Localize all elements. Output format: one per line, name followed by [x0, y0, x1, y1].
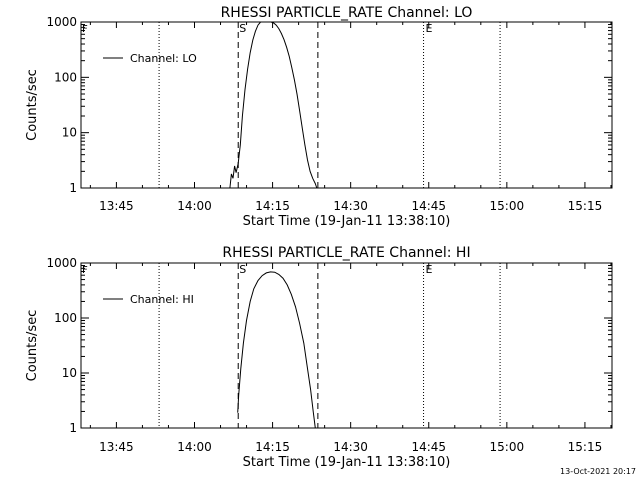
dashed-marker-label: S [239, 22, 246, 35]
x-tick-label: 14:00 [177, 440, 212, 454]
x-tick-label: 15:00 [490, 440, 525, 454]
legend-label: Channel: HI [130, 293, 194, 306]
corner-marker: F [82, 265, 88, 276]
legend-label: Channel: LO [130, 52, 197, 65]
plot-frame [80, 21, 613, 189]
y-tick-label: 10 [62, 126, 77, 140]
chart-panel-2: RHESSI PARTICLE_RATE Channel: HI 13:45 14:… [25, 245, 613, 470]
y-tick-label: 1000 [46, 256, 77, 270]
x-tick-label: 14:45 [411, 440, 446, 454]
x-tick-label: 15:15 [568, 199, 603, 213]
y-tick-label: 1 [69, 181, 77, 195]
y-tick-label: 100 [54, 70, 77, 84]
y-tick-label: 100 [54, 311, 77, 325]
x-tick-label: 13:45 [99, 440, 134, 454]
x-tick-label: 14:15 [255, 199, 290, 213]
dashed-marker-label: S [239, 263, 246, 276]
y-axis-label: Counts/sec [25, 310, 40, 382]
chart-panel-1: RHESSI PARTICLE_RATE Channel: LO 13:45 14:… [25, 5, 613, 229]
x-tick-label: 14:30 [333, 440, 368, 454]
x-tick-label: 14:45 [411, 199, 446, 213]
plot-panels: RHESSI PARTICLE_RATE Channel: LO 13:45 14:… [25, 5, 613, 470]
y-tick-label: 1000 [46, 15, 77, 29]
series-line [229, 21, 318, 189]
x-tick-label: 13:45 [99, 199, 134, 213]
series-line [237, 271, 316, 429]
dotted-marker-label: E [426, 263, 433, 276]
chart-title: RHESSI PARTICLE_RATE Channel: LO [221, 5, 473, 21]
x-axis-label: Start Time (19-Jan-11 13:38:10) [243, 214, 451, 229]
y-tick-label: 1 [69, 421, 77, 435]
x-tick-label: 14:00 [177, 199, 212, 213]
chart-title: RHESSI PARTICLE_RATE Channel: HI [222, 245, 470, 261]
x-tick-label: 14:15 [255, 440, 290, 454]
x-tick-label: 14:30 [333, 199, 368, 213]
timestamp: 13-Oct-2021 20:17 [560, 467, 636, 476]
corner-marker: F [82, 24, 88, 35]
x-tick-label: 15:00 [490, 199, 525, 213]
dotted-marker-label: E [426, 22, 433, 35]
plot-frame [80, 262, 613, 429]
y-axis-label: Counts/sec [25, 69, 40, 141]
x-axis-label: Start Time (19-Jan-11 13:38:10) [243, 455, 451, 470]
y-tick-label: 10 [62, 366, 77, 380]
x-tick-label: 15:15 [568, 440, 603, 454]
